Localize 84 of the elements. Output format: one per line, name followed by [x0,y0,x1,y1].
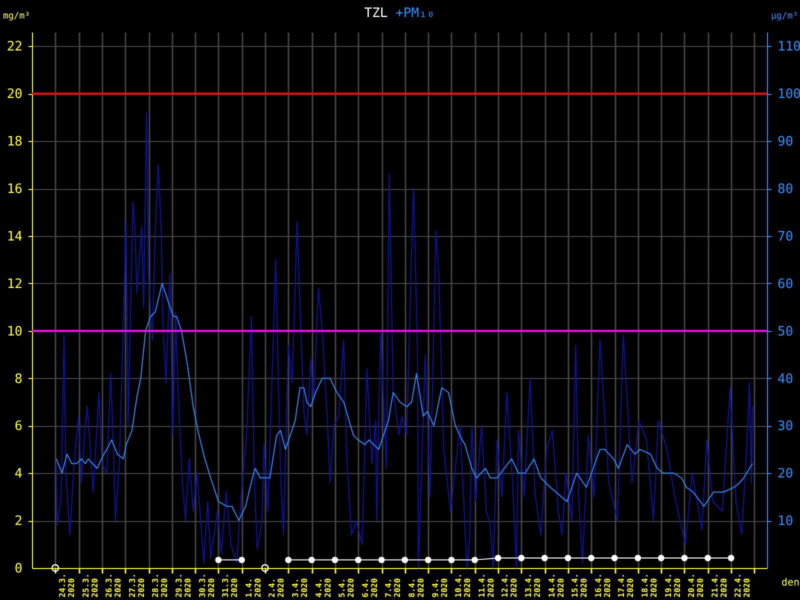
point [728,554,734,562]
point [658,554,664,562]
y2-axis-title: µg/m³ [770,12,798,22]
y2-tick-label: 100 [778,87,800,102]
x-tick-label: 17.4. 2020 [617,573,636,598]
y-tick-label: 6 [14,419,22,434]
x-tick-label: 7.4. 2020 [384,578,402,598]
y2-tick-label: 90 [778,134,794,150]
x-tick-label: 18.4. 2020 [640,573,659,598]
x-tick-label: 5.4. 2020 [338,578,356,598]
point [285,556,292,564]
point [472,556,478,564]
x-tick-label: 13.4. 2020 [524,573,542,598]
x-tick-label: 31.3. 2020 [221,573,240,598]
point [238,556,245,564]
point [215,556,222,564]
y2-tick-label: 10 [778,514,794,530]
point [424,556,432,564]
y-tick-label: 2 [14,514,22,530]
point [332,556,338,564]
y-tick-label: 0 [14,562,22,576]
y2-tick-label: 70 [778,229,794,244]
x-tick-label: 10.4. 2020 [454,573,472,598]
point [494,554,502,562]
x-tick-label: 14.4. 2020 [547,573,566,598]
x-tick-label: 12.4. 2020 [500,573,519,598]
point [378,556,385,564]
x-tick-label: 21.4. 2020 [710,573,728,598]
x-tick-label: 15.4. 2020 [570,573,589,598]
y-axis-title: mg/m³ [2,12,30,22]
point [354,556,362,564]
y-tick-label: 8 [14,372,22,387]
line-series [56,282,753,522]
y2-tick-label: 80 [778,182,794,198]
y2-tick-label: 40 [778,372,794,387]
text: +PM₁₀ [396,6,435,21]
y-tick-label: 22 [6,40,22,55]
y-tick-label: 14 [6,229,23,244]
y-tick-label: 4 [14,466,23,482]
x-tick-label: 6.4. 2020 [360,578,379,598]
x-tick-label: 8.4. 2020 [407,578,426,598]
x-tick-label: 27.3. 2020 [128,573,146,598]
point [308,556,315,564]
point [518,554,525,562]
x-tick-label: 30.3. 2020 [198,573,216,598]
x-tick-label: 19.4. 2020 [664,573,682,598]
point [261,564,269,572]
x-tick-label: 9.4. 2020 [430,578,449,598]
point [704,554,712,562]
x-tick-label: 28.3. 2020 [151,573,170,598]
point [681,554,688,562]
x-tick-label: 20.4. 2020 [687,573,706,598]
x-tick-label: 1.4. 2020 [244,578,262,598]
point [611,554,618,562]
x-tick-label: 29.3. 2020 [174,573,192,598]
point [448,556,455,564]
y-tick-label: 18 [6,134,22,150]
x-tick-label: 11.4. 2020 [477,573,496,598]
x-tick-label: 3.4. 2020 [290,578,309,598]
point [402,556,408,564]
y-tick-label: 20 [6,87,22,102]
y2-tick-label: 50 [778,324,794,340]
x-tick-label: 2.4. 2020 [268,578,286,598]
y2-tick-label: 20 [778,466,794,482]
point [541,554,548,562]
point [564,554,572,562]
y2-tick-label: 60 [778,276,794,292]
x-axis-title: den [781,578,800,588]
x-tick-label: 25.3. 2020 [81,573,100,598]
y2-tick-label: 30 [778,419,794,434]
y-tick-label: 16 [6,182,22,198]
x-tick-label: 26.3. 2020 [104,573,123,598]
y2-tick-label: 110 [778,40,800,55]
point [634,554,642,562]
x-tick-label: 4.4. 2020 [314,578,332,598]
point [588,554,594,562]
x-tick-label: 16.4. 2020 [594,573,612,598]
line-series [56,112,753,568]
y-tick-label: 10 [6,324,22,340]
x-tick-label: 24.3. 2020 [58,573,76,598]
point [51,564,60,572]
y-tick-label: 12 [6,276,22,292]
text: TZL [364,6,388,21]
x-tick-label: 22.4. 2020 [734,573,752,598]
